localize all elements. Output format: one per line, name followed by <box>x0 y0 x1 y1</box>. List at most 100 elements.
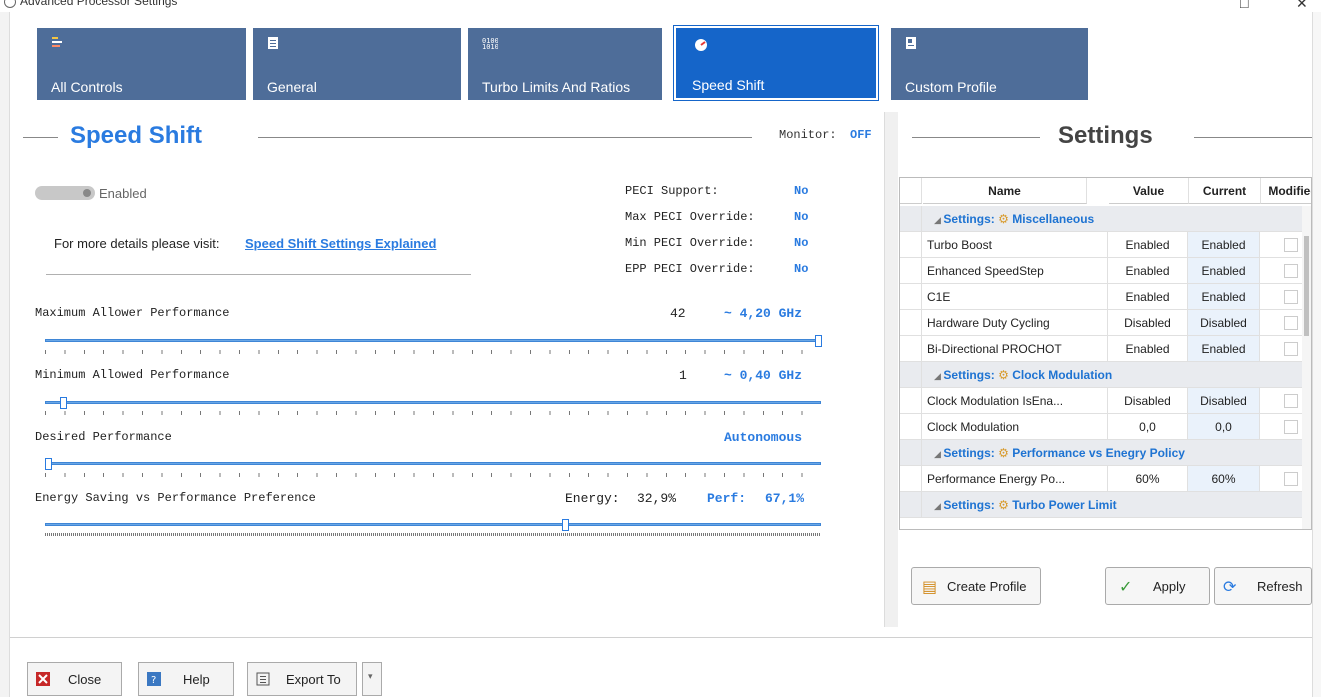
min-peci-override-value: No <box>794 236 809 250</box>
setting-current: Enabled <box>1188 336 1260 362</box>
desired-performance-thumb[interactable] <box>45 458 52 470</box>
setting-value[interactable]: Enabled <box>1108 284 1188 310</box>
setting-value[interactable]: Enabled <box>1108 258 1188 284</box>
max-peci-override-label: Max PECI Override: <box>625 210 755 224</box>
row-indicator <box>900 232 922 258</box>
column-header-name[interactable]: Name <box>923 178 1087 204</box>
export-icon <box>256 672 270 686</box>
setting-modified[interactable] <box>1260 258 1311 284</box>
setting-modified[interactable] <box>1260 388 1311 414</box>
column-header-modified[interactable]: Modified <box>1261 178 1311 204</box>
grid-icon: 0100 1010 <box>482 36 499 53</box>
help-button[interactable]: ? Help <box>138 662 234 696</box>
setting-modified[interactable] <box>1260 310 1311 336</box>
collapse-icon[interactable]: ◢ <box>934 449 944 459</box>
modified-checkbox[interactable] <box>1284 342 1298 356</box>
setting-value[interactable]: Enabled <box>1108 336 1188 362</box>
peci-support-value: No <box>794 184 809 198</box>
group-prefix: Settings: <box>943 212 995 226</box>
gear-icon: ⚙ <box>994 212 1013 226</box>
enabled-toggle[interactable] <box>35 186 95 200</box>
group-row[interactable]: ◢ Settings: ⚙ Clock Modulation <box>922 362 1304 388</box>
collapse-icon[interactable]: ◢ <box>934 501 944 511</box>
setting-modified[interactable] <box>1260 284 1311 310</box>
panel-gutter <box>885 112 898 627</box>
tab-all-controls[interactable]: All Controls <box>37 28 246 100</box>
panel-divider <box>884 112 885 627</box>
setting-modified[interactable] <box>1260 466 1311 492</box>
modified-checkbox[interactable] <box>1284 290 1298 304</box>
close-icon <box>36 672 50 686</box>
section-title: Speed Shift <box>70 122 203 149</box>
setting-current: 60% <box>1188 466 1260 492</box>
row-indicator <box>900 310 922 336</box>
apply-button[interactable]: ✓ Apply <box>1105 567 1210 605</box>
setting-value[interactable]: Disabled <box>1108 388 1188 414</box>
row-indicator <box>900 258 922 284</box>
column-header-value[interactable]: Value <box>1109 178 1189 204</box>
group-row[interactable]: ◢ Settings: ⚙ Turbo Power Limit <box>922 492 1304 518</box>
modified-checkbox[interactable] <box>1284 394 1298 408</box>
tab-custom-profile[interactable]: Custom Profile <box>891 28 1088 100</box>
min-performance-slider[interactable] <box>45 401 821 404</box>
row-indicator <box>900 206 922 232</box>
energy-preference-slider[interactable] <box>45 523 821 526</box>
max-performance-value: 42 <box>670 306 686 321</box>
setting-current: Enabled <box>1188 284 1260 310</box>
modified-checkbox[interactable] <box>1284 420 1298 434</box>
group-row[interactable]: ◢ Settings: ⚙ Performance vs Enegry Poli… <box>922 440 1304 466</box>
close-button[interactable]: Close <box>27 662 122 696</box>
setting-value[interactable]: 60% <box>1108 466 1188 492</box>
modified-checkbox[interactable] <box>1284 472 1298 486</box>
setting-modified[interactable] <box>1260 232 1311 258</box>
settings-grid: NameValueCurrentModified◢ Settings: ⚙ Mi… <box>899 177 1312 530</box>
epp-peci-override-label: EPP PECI Override: <box>625 262 755 276</box>
setting-modified[interactable] <box>1260 336 1311 362</box>
perf-value: 67,1% <box>765 491 805 506</box>
group-name: Miscellaneous <box>1012 212 1095 226</box>
desired-performance-slider[interactable] <box>45 462 821 465</box>
perf-label: Perf: <box>707 491 747 506</box>
setting-modified[interactable] <box>1260 414 1311 440</box>
export-dropdown-button[interactable]: ▾ <box>362 662 382 696</box>
divider <box>46 274 471 275</box>
modified-checkbox[interactable] <box>1284 264 1298 278</box>
setting-value[interactable]: Disabled <box>1108 310 1188 336</box>
setting-current: Disabled <box>1188 310 1260 336</box>
column-header-current[interactable]: Current <box>1189 178 1261 204</box>
divider <box>1194 137 1312 138</box>
setting-name: Hardware Duty Cycling <box>922 310 1108 336</box>
maximize-button[interactable]: □ <box>1240 0 1249 11</box>
tab-turbo-limits[interactable]: 0100 1010 Turbo Limits And Ratios <box>468 28 662 100</box>
scrollbar-thumb[interactable] <box>1304 236 1309 336</box>
tab-general[interactable]: General <box>253 28 461 100</box>
setting-name: Clock Modulation IsEna... <box>922 388 1108 414</box>
app-icon <box>4 0 16 8</box>
collapse-icon[interactable]: ◢ <box>934 371 944 381</box>
modified-checkbox[interactable] <box>1284 316 1298 330</box>
export-button[interactable]: Export To <box>247 662 357 696</box>
tab-speed-shift[interactable]: Speed Shift <box>673 25 879 101</box>
monitor-toggle[interactable]: OFF <box>850 128 872 142</box>
setting-value[interactable]: Enabled <box>1108 232 1188 258</box>
refresh-button[interactable]: ⟳ Refresh <box>1214 567 1312 605</box>
max-performance-slider[interactable] <box>45 339 821 342</box>
energy-preference-thumb[interactable] <box>561 519 569 531</box>
setting-value[interactable]: 0,0 <box>1108 414 1188 440</box>
group-row[interactable]: ◢ Settings: ⚙ Miscellaneous <box>922 206 1304 232</box>
row-indicator <box>900 388 922 414</box>
gear-icon: ⚙ <box>994 368 1013 382</box>
collapse-icon[interactable]: ◢ <box>934 215 944 225</box>
grid-scrollbar[interactable] <box>1302 206 1311 529</box>
setting-current: 0,0 <box>1188 414 1260 440</box>
close-window-button[interactable]: ✕ <box>1296 0 1308 11</box>
check-icon: ✓ <box>1119 579 1133 596</box>
modified-checkbox[interactable] <box>1284 238 1298 252</box>
details-link[interactable]: Speed Shift Settings Explained <box>245 236 437 251</box>
desired-performance-value: Autonomous <box>724 430 803 445</box>
min-performance-value: 1 <box>679 368 687 383</box>
peci-support-label: PECI Support: <box>625 184 719 198</box>
min-performance-thumb[interactable] <box>60 397 68 409</box>
create-profile-button[interactable]: ▤ Create Profile <box>911 567 1041 605</box>
max-performance-thumb[interactable] <box>815 335 822 347</box>
